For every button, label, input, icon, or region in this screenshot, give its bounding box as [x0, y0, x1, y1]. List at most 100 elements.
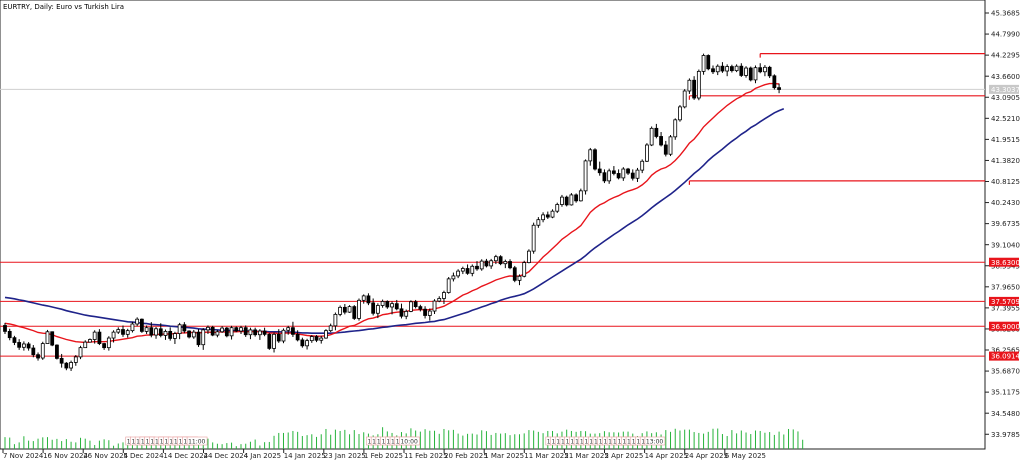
candle	[663, 140, 668, 157]
candle-body	[50, 331, 55, 346]
candle-body	[229, 327, 234, 337]
candle-body	[711, 68, 715, 73]
candle	[347, 305, 352, 313]
candle-body	[678, 106, 682, 121]
candle	[460, 266, 465, 275]
x-tick-label: 14 Dec 2024	[163, 452, 208, 460]
candle	[437, 296, 442, 303]
volume-layer	[4, 427, 804, 449]
candle	[498, 255, 503, 266]
candle	[555, 202, 560, 214]
candle	[569, 193, 574, 206]
candle	[427, 308, 432, 321]
x-tick-label: 20 Feb 2025	[444, 452, 488, 460]
candle	[366, 293, 371, 306]
time-tag-box	[644, 436, 666, 446]
candle	[196, 329, 201, 347]
candle-body	[404, 311, 409, 317]
candle-body	[7, 330, 12, 339]
candle-body	[125, 330, 130, 335]
candle	[187, 330, 191, 339]
candle	[465, 264, 470, 275]
candle	[88, 338, 92, 343]
candle	[418, 304, 423, 312]
candle-body	[456, 270, 461, 277]
time-tag-label: 1	[127, 439, 131, 446]
candle	[36, 352, 40, 361]
candle-body	[706, 55, 711, 70]
candle	[12, 335, 17, 346]
candle-body	[390, 303, 394, 308]
candle-body	[168, 330, 173, 339]
candle	[593, 148, 597, 171]
candle-body	[55, 344, 59, 359]
candle	[659, 132, 663, 147]
candle	[508, 259, 512, 270]
candle-body	[687, 79, 692, 92]
candle	[678, 105, 682, 122]
x-tick-label: 2 Apr 2025	[605, 452, 644, 460]
candle	[300, 337, 305, 348]
segments-layer	[688, 53, 985, 185]
candle-body	[673, 119, 678, 138]
candle	[611, 166, 616, 176]
candle-body	[767, 66, 772, 77]
candle	[734, 64, 739, 73]
level-label-box	[989, 296, 1019, 306]
candle-body	[423, 308, 427, 316]
candle-body	[201, 329, 206, 346]
candle	[215, 329, 220, 338]
candle	[173, 331, 177, 344]
candle-body	[154, 328, 158, 336]
candle-body	[748, 67, 753, 81]
candle	[550, 209, 555, 219]
candle	[711, 65, 715, 74]
candle	[390, 301, 394, 315]
candle	[243, 325, 248, 337]
time-tag-label: 1	[367, 439, 371, 446]
candle-body	[215, 331, 220, 336]
current-price-label: 43.3037	[991, 86, 1020, 94]
candle	[291, 321, 295, 337]
candle-body	[635, 169, 640, 179]
candle	[7, 328, 12, 341]
candle	[45, 329, 50, 344]
candle-body	[763, 66, 767, 73]
candle-body	[130, 323, 135, 332]
candle-body	[210, 326, 215, 336]
y-tick-label: 34.5480	[991, 410, 1020, 418]
candle	[739, 63, 744, 77]
candle	[139, 318, 144, 333]
candle-body	[106, 337, 111, 349]
time-tag-label: 1	[552, 439, 556, 446]
candle	[602, 169, 607, 184]
time-tag-label: 1	[594, 439, 598, 446]
candle-body	[309, 336, 314, 342]
candle-body	[342, 306, 347, 313]
candle	[621, 167, 626, 181]
candle	[649, 126, 654, 147]
candle-body	[715, 65, 720, 73]
ma-slow-line	[4, 107, 785, 335]
candle-body	[286, 327, 291, 331]
candle	[314, 335, 319, 343]
time-tag-label: 1	[585, 439, 589, 446]
candle	[125, 328, 130, 338]
candle-body	[267, 333, 272, 349]
candle	[682, 89, 687, 109]
candle	[324, 329, 328, 339]
candle-body	[531, 224, 536, 252]
candle	[102, 342, 107, 350]
candle-body	[97, 331, 102, 344]
candle-body	[593, 149, 597, 170]
candle	[654, 123, 659, 139]
candle-body	[234, 327, 239, 332]
candle-body	[102, 343, 107, 349]
x-tick-label: 5 Dec 2024	[123, 452, 164, 460]
candle	[309, 335, 314, 343]
plot-frame	[0, 0, 986, 450]
candle	[626, 167, 630, 175]
candle	[758, 63, 763, 74]
candle	[385, 300, 390, 309]
